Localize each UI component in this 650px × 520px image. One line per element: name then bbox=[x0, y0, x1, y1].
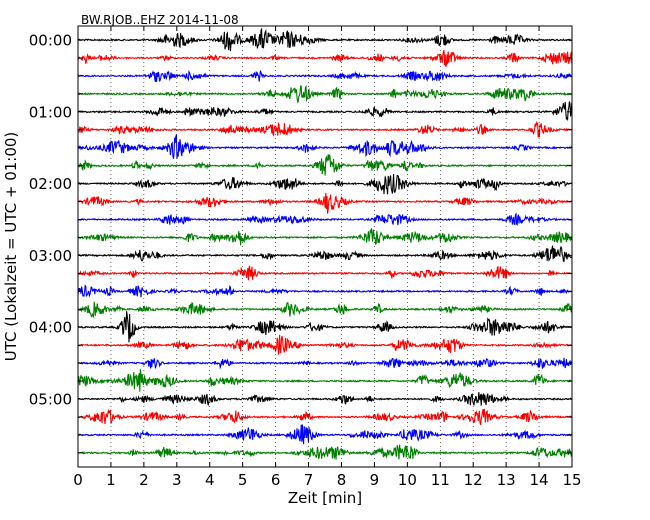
trace-21 bbox=[77, 392, 573, 407]
trace-3 bbox=[77, 69, 573, 82]
x-tick-label-11: 11 bbox=[431, 471, 450, 489]
x-tick-label-1: 1 bbox=[106, 471, 116, 489]
x-tick-label-15: 15 bbox=[562, 471, 581, 489]
trace-15 bbox=[77, 284, 572, 298]
trace-18 bbox=[77, 334, 573, 355]
trace-13 bbox=[77, 245, 573, 263]
y-tick-label-0000: 00:00 bbox=[29, 32, 72, 50]
x-tick-label-13: 13 bbox=[497, 471, 516, 489]
x-tick-label-6: 6 bbox=[271, 471, 281, 489]
y-tick-label-0200: 02:00 bbox=[29, 175, 72, 193]
x-tick-label-9: 9 bbox=[370, 471, 380, 489]
x-tick-label-12: 12 bbox=[464, 471, 483, 489]
trace-19 bbox=[77, 357, 573, 370]
trace-12 bbox=[77, 228, 573, 246]
trace-8 bbox=[77, 154, 573, 176]
trace-7 bbox=[77, 134, 573, 159]
trace-24 bbox=[77, 444, 573, 460]
y-tick-label-0100: 01:00 bbox=[29, 103, 72, 121]
y-tick-label-0300: 03:00 bbox=[29, 247, 72, 265]
x-tick-label-14: 14 bbox=[530, 471, 549, 489]
trace-11 bbox=[77, 212, 573, 226]
trace-17 bbox=[77, 311, 573, 343]
x-tick-label-0: 0 bbox=[73, 471, 83, 489]
trace-14 bbox=[77, 265, 572, 281]
trace-5 bbox=[77, 101, 573, 122]
y-tick-label-0500: 05:00 bbox=[29, 391, 72, 409]
trace-10 bbox=[77, 192, 572, 214]
grid-lines bbox=[110, 26, 540, 467]
x-tick-label-5: 5 bbox=[238, 471, 248, 489]
trace-6 bbox=[77, 120, 573, 138]
x-tick-label-2: 2 bbox=[139, 471, 149, 489]
x-tick-label-4: 4 bbox=[205, 471, 215, 489]
x-tick-label-7: 7 bbox=[304, 471, 314, 489]
trace-1 bbox=[77, 27, 573, 52]
plot-frame bbox=[77, 25, 573, 468]
trace-9 bbox=[77, 174, 573, 195]
trace-23 bbox=[77, 424, 573, 445]
trace-2 bbox=[77, 49, 573, 67]
trace-4 bbox=[77, 84, 572, 103]
x-tick-label-3: 3 bbox=[172, 471, 182, 489]
x-axis: 0 1 2 3 4 5 6 7 8 9 10 11 12 13 14 15 bbox=[73, 26, 582, 489]
y-tick-label-0400: 04:00 bbox=[29, 319, 72, 337]
trace-22 bbox=[77, 408, 573, 426]
trace-20 bbox=[77, 369, 572, 392]
x-axis-label: Zeit [min] bbox=[288, 489, 362, 507]
x-tick-label-8: 8 bbox=[337, 471, 347, 489]
x-tick-label-10: 10 bbox=[398, 471, 417, 489]
chart-title: BW.RJOB..EHZ 2014-11-08 bbox=[81, 13, 239, 27]
y-axis-label: UTC (Lokalzeit = UTC + 01:00) bbox=[2, 132, 20, 362]
trace-16 bbox=[77, 301, 573, 319]
y-axis: 00:00 01:00 02:00 03:00 04:00 05:00 bbox=[29, 32, 572, 454]
trace-group bbox=[77, 27, 573, 460]
